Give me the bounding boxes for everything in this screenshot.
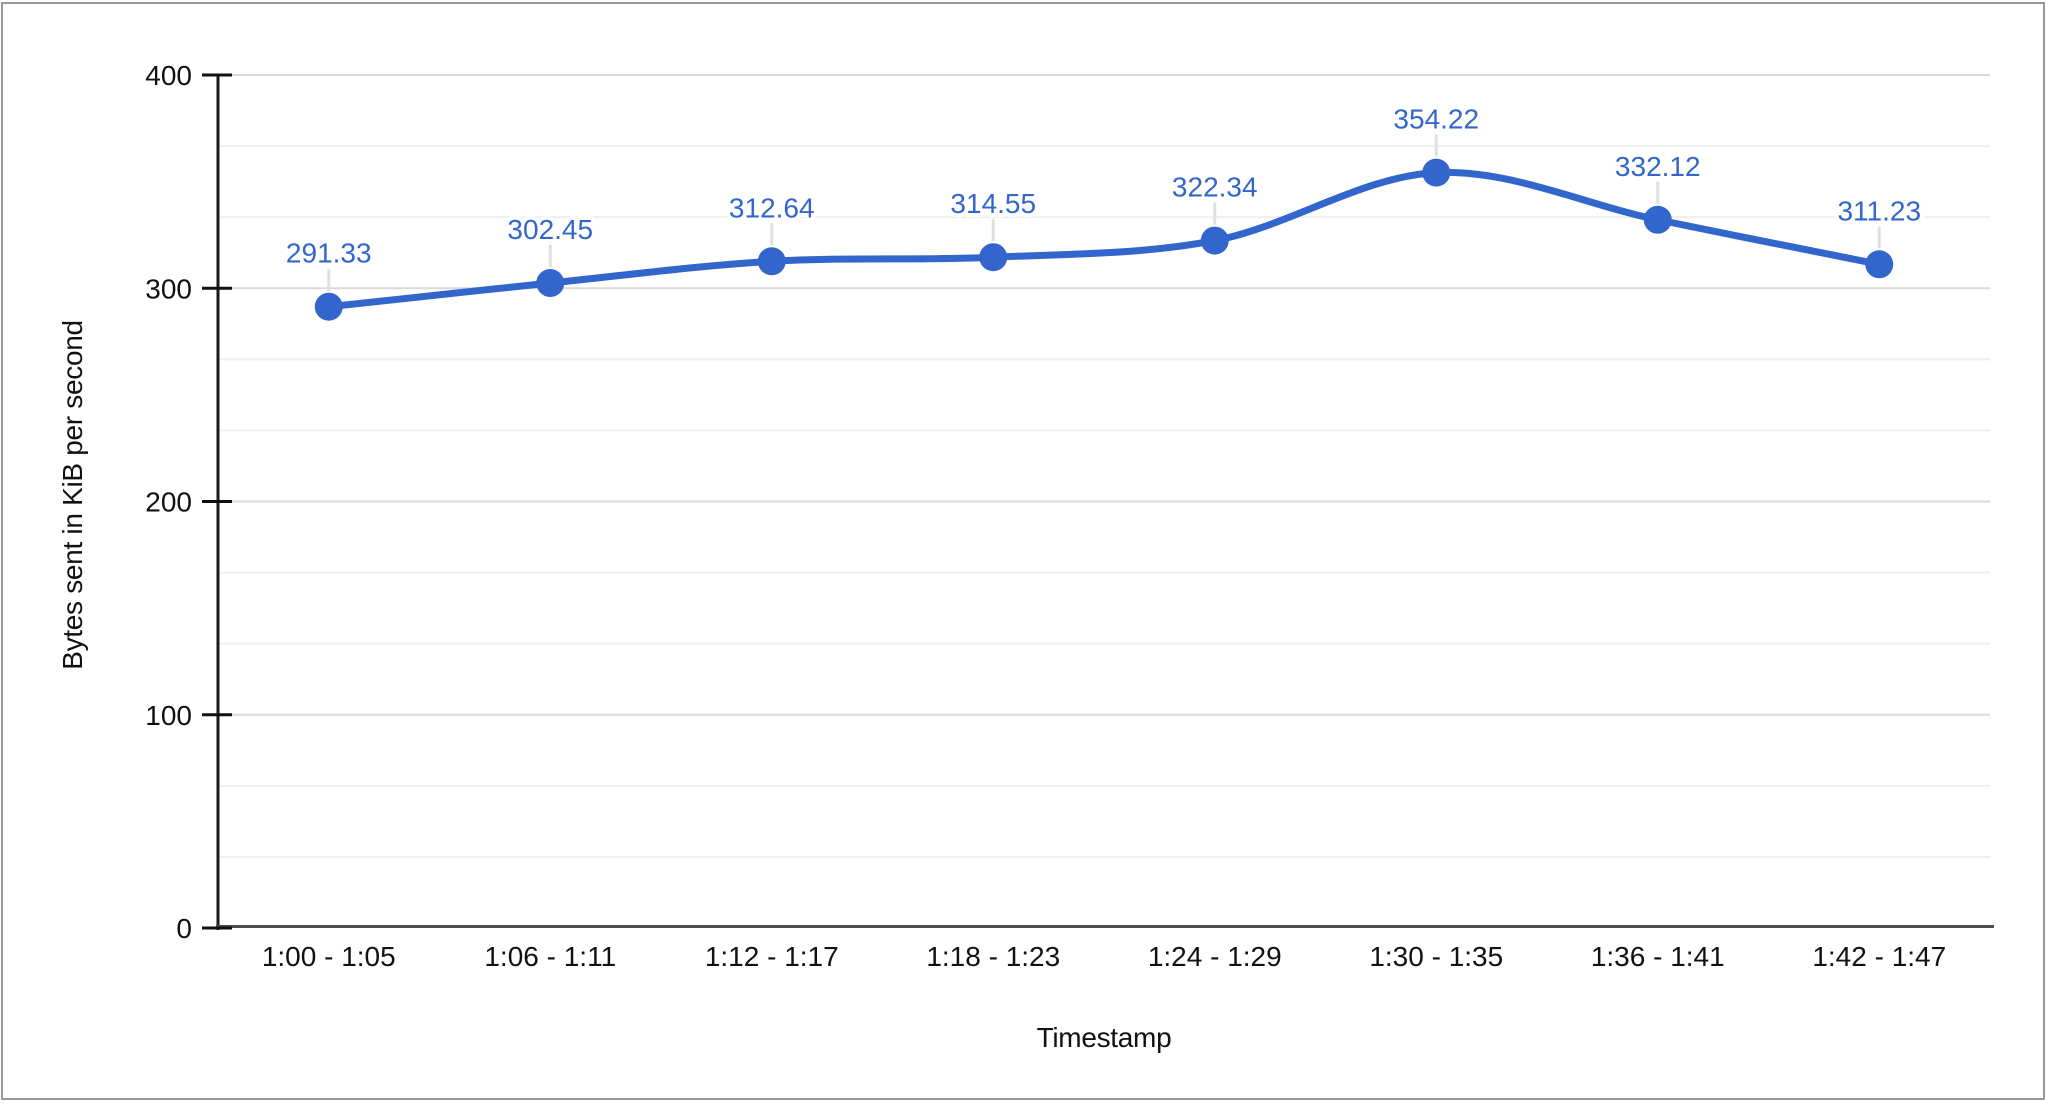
data-point-label: 312.64 <box>729 192 815 223</box>
data-point-label: 291.33 <box>286 238 372 269</box>
data-point-label: 311.23 <box>1837 195 1921 226</box>
x-tick-label: 1:30 - 1:35 <box>1369 941 1503 972</box>
x-tick-label: 1:00 - 1:05 <box>262 941 396 972</box>
series-line <box>325 168 1883 311</box>
x-tick-label: 1:06 - 1:11 <box>484 941 616 972</box>
data-point-label: 354.22 <box>1393 104 1479 135</box>
x-tick-label: 1:24 - 1:29 <box>1148 941 1282 972</box>
data-point[interactable] <box>1200 226 1229 255</box>
data-point[interactable] <box>1643 205 1672 234</box>
y-axis-title: Bytes sent in KiB per second <box>57 320 88 670</box>
y-tick-label: 300 <box>145 273 192 304</box>
data-point[interactable] <box>1422 158 1451 187</box>
data-point-label: 314.55 <box>950 188 1036 219</box>
data-point[interactable] <box>536 269 565 298</box>
data-point[interactable] <box>314 292 343 321</box>
x-tick-label: 1:36 - 1:41 <box>1591 941 1725 972</box>
y-tick-label: 0 <box>176 913 192 944</box>
y-tick-label: 200 <box>145 487 192 518</box>
x-tick-label: 1:42 - 1:47 <box>1812 941 1946 972</box>
data-point[interactable] <box>979 243 1008 272</box>
data-point[interactable] <box>1865 250 1894 279</box>
data-point-label: 332.12 <box>1615 151 1701 182</box>
y-tick-label: 400 <box>145 60 192 91</box>
data-point[interactable] <box>757 247 786 276</box>
y-tick-label: 100 <box>145 700 192 731</box>
data-point-label: 322.34 <box>1172 172 1258 203</box>
data-point-label: 302.45 <box>507 214 593 245</box>
x-axis-title: Timestamp <box>1036 1022 1172 1053</box>
x-tick-label: 1:18 - 1:23 <box>926 941 1060 972</box>
x-tick-label: 1:12 - 1:17 <box>705 941 839 972</box>
